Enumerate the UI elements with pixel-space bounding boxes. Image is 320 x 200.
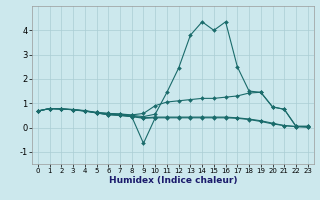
X-axis label: Humidex (Indice chaleur): Humidex (Indice chaleur): [108, 176, 237, 185]
